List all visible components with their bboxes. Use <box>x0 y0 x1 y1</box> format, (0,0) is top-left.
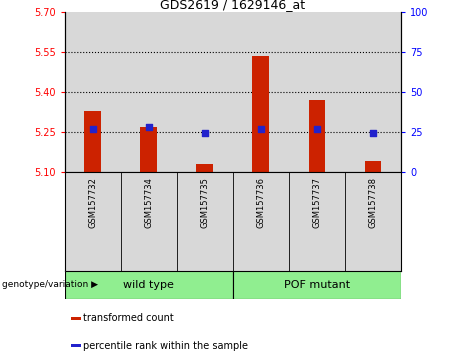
Text: GSM157736: GSM157736 <box>256 177 266 228</box>
Point <box>89 126 96 131</box>
Bar <box>65 271 233 299</box>
Bar <box>140 126 157 172</box>
Text: GSM157732: GSM157732 <box>88 177 97 228</box>
Point <box>257 126 265 131</box>
Text: wild type: wild type <box>123 280 174 290</box>
Bar <box>196 164 213 172</box>
Text: transformed count: transformed count <box>83 313 174 323</box>
Title: GDS2619 / 1629146_at: GDS2619 / 1629146_at <box>160 0 305 11</box>
Text: percentile rank within the sample: percentile rank within the sample <box>83 341 248 351</box>
Text: GSM157735: GSM157735 <box>200 177 209 228</box>
Point <box>145 124 152 130</box>
Point <box>313 126 321 131</box>
Bar <box>365 161 381 172</box>
Text: genotype/variation ▶: genotype/variation ▶ <box>2 280 98 290</box>
Bar <box>71 317 82 320</box>
Point <box>201 131 208 136</box>
Bar <box>253 56 269 172</box>
Bar <box>308 100 325 172</box>
Bar <box>71 344 82 347</box>
Text: GSM157738: GSM157738 <box>368 177 378 228</box>
Point <box>369 131 377 136</box>
Bar <box>233 271 401 299</box>
Text: GSM157734: GSM157734 <box>144 177 153 228</box>
Text: POF mutant: POF mutant <box>284 280 350 290</box>
Text: GSM157737: GSM157737 <box>313 177 321 228</box>
Bar <box>84 110 101 172</box>
